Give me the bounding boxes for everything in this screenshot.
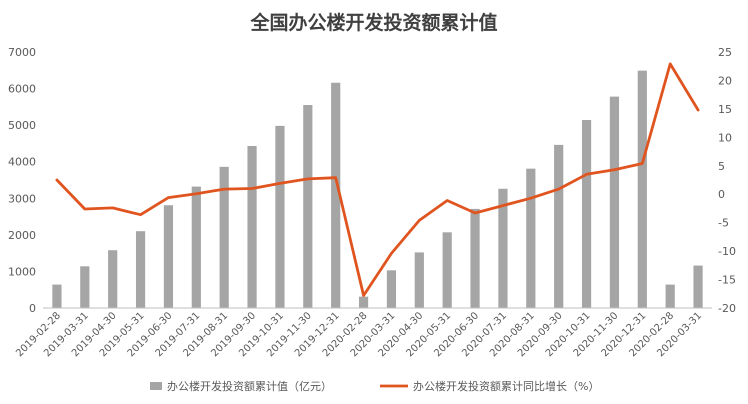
bar bbox=[80, 266, 90, 308]
bar bbox=[414, 252, 424, 308]
left-tick-label: 0 bbox=[29, 302, 36, 315]
bar bbox=[275, 125, 285, 308]
left-tick-label: 7000 bbox=[8, 46, 36, 59]
right-tick-label: -10 bbox=[718, 245, 736, 258]
bar bbox=[386, 270, 397, 308]
x-axis-ticks: 2019-02-282019-03-312019-04-302019-05-31… bbox=[14, 310, 704, 359]
bar bbox=[247, 145, 257, 308]
bar bbox=[498, 188, 508, 308]
bar bbox=[331, 82, 341, 308]
bar bbox=[163, 205, 174, 308]
bar bbox=[358, 296, 369, 308]
right-tick-label: 5 bbox=[718, 160, 725, 173]
left-tick-label: 2000 bbox=[8, 229, 36, 242]
legend: 办公楼开发投资额累计值（亿元） 办公楼开发投资额累计同比增长（%） bbox=[150, 379, 599, 393]
right-axis: -20 -15 -10 -5 0 5 10 15 20 25 bbox=[718, 46, 736, 315]
right-tick-label: -5 bbox=[718, 217, 729, 230]
bar-series bbox=[52, 70, 703, 309]
legend-bar-label: 办公楼开发投资额累计值（亿元） bbox=[167, 379, 332, 393]
bar bbox=[470, 208, 480, 308]
bar bbox=[609, 96, 620, 308]
bar bbox=[135, 231, 146, 308]
legend-line-label: 办公楼开发投资额累计同比增长（%） bbox=[413, 379, 599, 393]
right-tick-label: -20 bbox=[718, 302, 736, 315]
bar bbox=[108, 250, 118, 308]
bar bbox=[52, 284, 62, 308]
growth-line bbox=[55, 62, 700, 297]
bar bbox=[191, 186, 201, 308]
right-tick-label: -15 bbox=[718, 274, 736, 287]
left-tick-label: 1000 bbox=[8, 265, 36, 278]
line-series bbox=[55, 62, 700, 297]
right-tick-label: 0 bbox=[718, 188, 725, 201]
bar bbox=[581, 120, 592, 308]
bar bbox=[693, 265, 703, 308]
bar bbox=[554, 144, 564, 308]
bar bbox=[665, 284, 675, 308]
right-tick-label: 15 bbox=[718, 103, 732, 116]
bar bbox=[219, 166, 229, 308]
bar bbox=[303, 105, 313, 309]
left-tick-label: 4000 bbox=[8, 156, 36, 169]
right-tick-label: 10 bbox=[718, 131, 732, 144]
left-tick-label: 6000 bbox=[8, 83, 36, 96]
left-axis: 0 1000 2000 3000 4000 5000 6000 7000 bbox=[8, 46, 36, 315]
bar bbox=[442, 232, 452, 308]
left-tick-label: 5000 bbox=[8, 119, 36, 132]
bar bbox=[637, 70, 647, 308]
right-tick-label: 25 bbox=[718, 46, 732, 59]
legend-bar-swatch bbox=[150, 382, 162, 390]
left-tick-label: 3000 bbox=[8, 192, 36, 205]
bar bbox=[526, 168, 536, 308]
right-tick-label: 20 bbox=[718, 74, 732, 87]
chart-title: 全国办公楼开发投资额累计值 bbox=[250, 12, 498, 34]
